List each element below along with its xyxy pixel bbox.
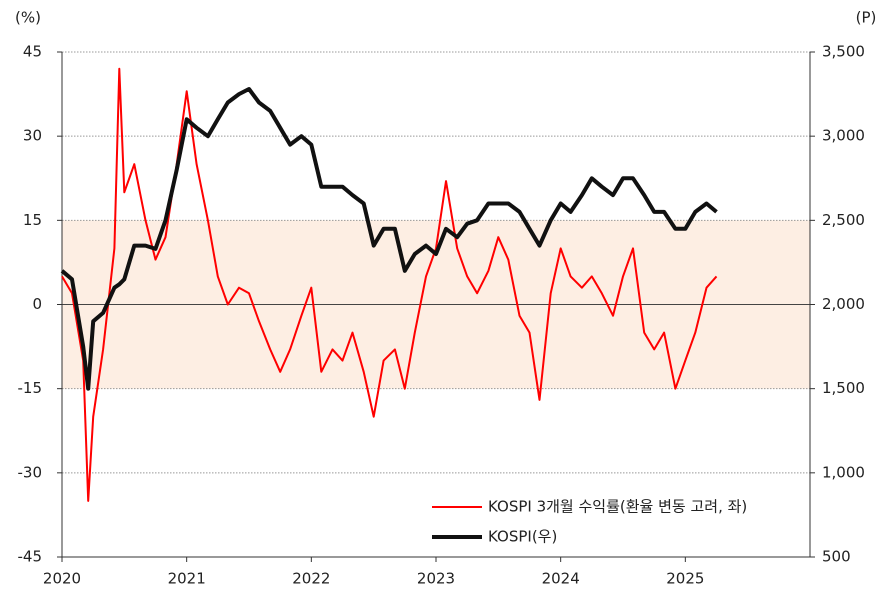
y2-tick-label: 3,000: [822, 127, 865, 145]
series-line: [61, 67, 718, 502]
y2-tick-label: 2,000: [822, 295, 865, 313]
y2-tick-label: 1,000: [822, 463, 865, 481]
y-tick-label: -15: [18, 379, 43, 397]
y-tick-label: -30: [18, 463, 43, 481]
series-line: [60, 87, 718, 391]
y2-tick-label: 500: [822, 548, 851, 566]
x-tick-label: 2021: [168, 570, 206, 588]
x-tick-label: 2024: [542, 570, 580, 588]
y-tick-label: 45: [23, 43, 42, 61]
y2-tick-label: 1,500: [822, 379, 865, 397]
y-tick-label: 15: [23, 211, 42, 229]
y-tick-label: -45: [18, 548, 43, 566]
y-axis-label: (%): [15, 9, 41, 27]
x-tick-label: 2020: [43, 570, 81, 588]
legend-label: KOSPI 3개월 수익률(환율 변동 고려, 좌): [488, 498, 747, 516]
legend-label: KOSPI(우): [488, 528, 557, 546]
x-tick-label: 2023: [417, 570, 455, 588]
y2-axis-label: (P): [856, 9, 877, 27]
y2-tick-label: 2,500: [822, 211, 865, 229]
y-tick-label: 30: [23, 127, 42, 145]
y-tick-label: 0: [32, 295, 42, 313]
x-tick-label: 2022: [292, 570, 330, 588]
y2-tick-label: 3,500: [822, 43, 865, 61]
x-tick-label: 2025: [666, 570, 704, 588]
